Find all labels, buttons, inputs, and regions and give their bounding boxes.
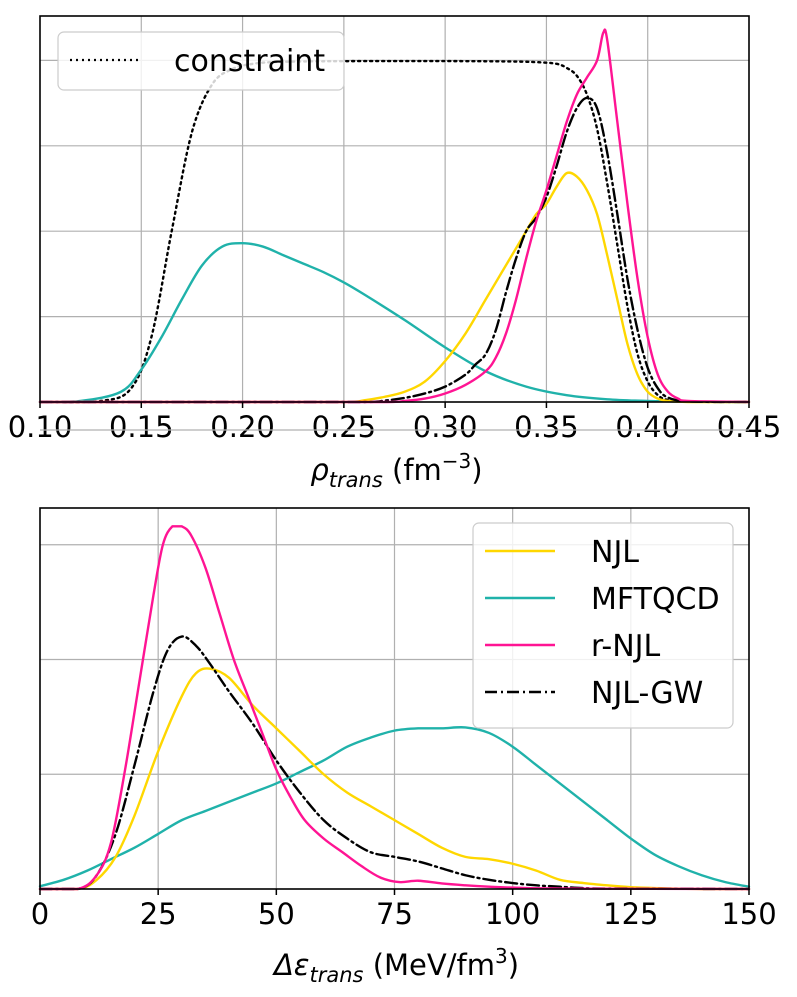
bottom-legend-label-r-njl: r-NJL: [591, 629, 661, 664]
top-curve-njl: [38, 171, 751, 404]
bottom-curve-njl-gw: [38, 635, 751, 891]
top-x-label-close: ): [471, 453, 482, 487]
top-x-label-subscript: trans: [329, 468, 383, 492]
bottom-x-tick-label: 0: [31, 897, 49, 931]
bottom-legend-label-mftqcd: MFTQCD: [591, 582, 720, 617]
top-curve-njl-gw: [38, 96, 751, 404]
top-x-tick-label: 0.35: [514, 410, 579, 444]
bottom-curve-r-njl: [38, 525, 751, 891]
top-curve-mftqcd: [38, 241, 751, 404]
top-chart-panel: 0.10 0.15 0.20 0.25 0.30 0.35 0.40 0.45 ρtrans …: [8, 15, 782, 492]
bottom-legend-label-njl: NJL: [591, 535, 639, 570]
bottom-curves: [38, 525, 751, 891]
top-x-label-symbol: ρ: [310, 453, 329, 487]
bottom-x-tick-label: 100: [485, 897, 540, 931]
top-x-ticks: 0.10 0.15 0.20 0.25 0.30 0.35 0.40 0.45: [8, 402, 782, 444]
bottom-chart-panel: 0 25 50 75 100 125 150 Δεtrans (MeV/fm3) NJLMF…: [31, 429, 777, 987]
top-x-tick-label: 0.15: [109, 410, 174, 444]
top-x-tick-label: 0.45: [717, 410, 782, 444]
bottom-x-tick-label: 125: [603, 897, 658, 931]
bottom-x-axis-label: Δεtrans (MeV/fm3): [272, 944, 519, 987]
bottom-x-tick-label: 50: [258, 897, 295, 931]
top-x-tick-label: 0.20: [210, 410, 275, 444]
bottom-x-tick-label: 150: [721, 897, 776, 931]
top-legend-label-constraint: constraint: [174, 44, 325, 79]
top-x-axis-label: ρtrans (fm−3): [310, 449, 482, 492]
bottom-x-label-unit: (MeV/fm: [363, 948, 494, 982]
bottom-x-label-exponent: 3: [495, 944, 508, 968]
bottom-curve-njl: [38, 667, 751, 891]
bottom-curve-mftqcd: [38, 726, 751, 888]
top-curves: [38, 28, 751, 404]
top-curve-r-njl: [38, 28, 751, 404]
bottom-x-label-symbol: Δε: [272, 948, 310, 982]
bottom-x-label-subscript: trans: [309, 963, 363, 987]
top-x-label-unit: (fm: [383, 453, 442, 487]
top-x-label-exponent: −3: [442, 449, 471, 473]
top-curve-constraint: [38, 59, 751, 404]
top-legend: constraint: [57, 31, 345, 91]
top-plot-frame: [39, 15, 750, 403]
bottom-x-ticks: 0 25 50 75 100 125 150: [31, 889, 777, 931]
bottom-legend-label-njl-gw: NJL-GW: [591, 676, 703, 711]
bottom-x-label-close: ): [508, 948, 519, 982]
bottom-legend-box: [472, 522, 734, 729]
bottom-legend: NJL MFTQCD r-NJL NJL-GW: [472, 522, 734, 729]
top-x-tick-label: 0.40: [615, 410, 680, 444]
top-legend-box: [57, 31, 345, 91]
top-x-tick-label: 0.10: [8, 410, 73, 444]
bottom-x-tick-label: 25: [140, 897, 177, 931]
top-x-tick-label: 0.30: [413, 410, 478, 444]
bottom-x-tick-label: 75: [376, 897, 413, 931]
top-x-tick-label: 0.25: [312, 410, 377, 444]
